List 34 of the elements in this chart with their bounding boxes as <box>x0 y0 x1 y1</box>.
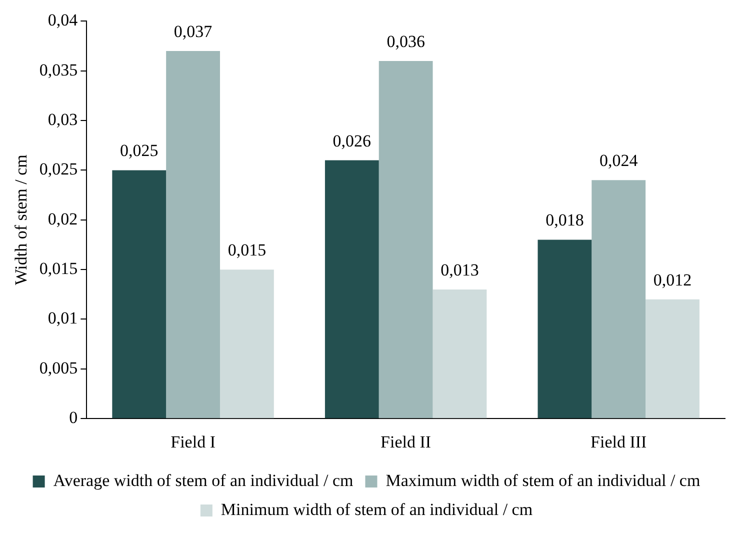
y-tick-label: 0,015 <box>39 259 78 278</box>
bar <box>432 289 487 418</box>
y-tick-label: 0,03 <box>48 110 78 130</box>
bar <box>592 180 646 418</box>
x-tick-label: Field I <box>170 432 216 452</box>
data-label: 0,036 <box>386 32 425 51</box>
y-tick-label: 0 <box>69 408 78 428</box>
bar <box>324 160 379 418</box>
data-label: 0,024 <box>599 151 638 170</box>
y-tick-label: 0,035 <box>39 60 78 80</box>
y-tick-label: 0,005 <box>39 358 78 378</box>
data-label: 0,037 <box>174 22 213 41</box>
y-axis-title: Width of stem / cm <box>12 154 31 286</box>
y-tick-label: 0,04 <box>48 10 78 30</box>
legend-label: Minimum width of stem of an individual / cm <box>220 500 533 519</box>
y-tick-label: 0,02 <box>48 209 78 228</box>
bar <box>220 270 274 418</box>
bar <box>166 51 220 418</box>
y-tick-label: 0,025 <box>39 160 78 179</box>
bar <box>538 240 592 418</box>
bar <box>112 170 166 418</box>
x-tick-label: Field II <box>380 432 432 452</box>
legend-label: Maximum width of stem of an individual / cm <box>386 470 700 490</box>
legend-label: Average width of stem of an individual / cm <box>53 470 354 490</box>
data-label: 0,018 <box>546 210 584 230</box>
y-tick-label: 0,01 <box>48 308 78 328</box>
bar <box>646 299 700 418</box>
x-tick-label: Field III <box>590 432 648 452</box>
data-label: 0,012 <box>653 270 692 290</box>
data-label: 0,026 <box>332 131 372 150</box>
data-label: 0,025 <box>120 141 158 160</box>
bar <box>378 60 433 418</box>
data-label: 0,015 <box>228 240 266 260</box>
data-label: 0,013 <box>440 260 479 280</box>
